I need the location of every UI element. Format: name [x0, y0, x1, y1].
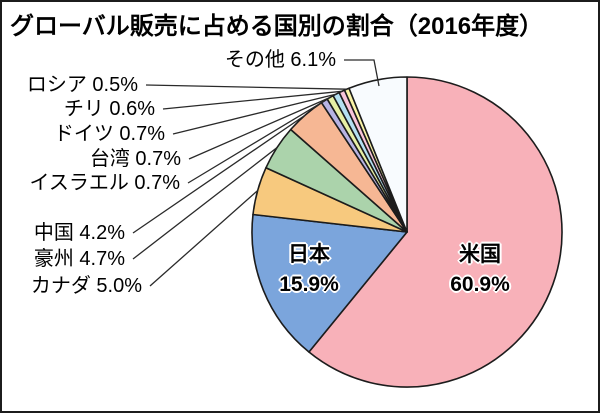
slice-label-inside: 日本 15.9% — [279, 240, 339, 300]
slice-label: イスラエル 0.7% — [29, 172, 180, 194]
slice-label: その他 6.1% — [224, 49, 336, 71]
leader-line — [149, 190, 259, 287]
slice-percent: 15.9% — [279, 273, 339, 296]
pie-slice — [308, 76, 563, 388]
slice-label: 台湾 0.7% — [89, 148, 181, 170]
leader-line — [132, 114, 306, 234]
slice-label: カナダ 5.0% — [30, 275, 142, 297]
leader-line — [344, 59, 380, 87]
slice-label: ロシア 0.5% — [26, 74, 138, 96]
leader-line — [132, 147, 278, 260]
leader-line — [187, 100, 325, 184]
leader-line — [172, 93, 337, 135]
leader-line — [188, 96, 331, 160]
pie-slice — [251, 213, 408, 353]
chart-title: グローバル販売に占める国別の割合（2016年度） — [10, 13, 544, 40]
slice-label: ドイツ 0.7% — [53, 123, 165, 145]
leader-line — [145, 84, 347, 90]
slice-label-inside: 米国 60.9% — [450, 240, 510, 300]
leader-line — [162, 90, 342, 110]
slice-label: チリ 0.6% — [63, 98, 155, 120]
slice-name: 日本 — [287, 243, 330, 266]
slice-label: 中国 4.2% — [33, 222, 125, 244]
slice-percent: 60.9% — [450, 273, 510, 296]
slice-label: 豪州 4.7% — [33, 248, 125, 270]
slice-name: 米国 — [458, 243, 501, 266]
